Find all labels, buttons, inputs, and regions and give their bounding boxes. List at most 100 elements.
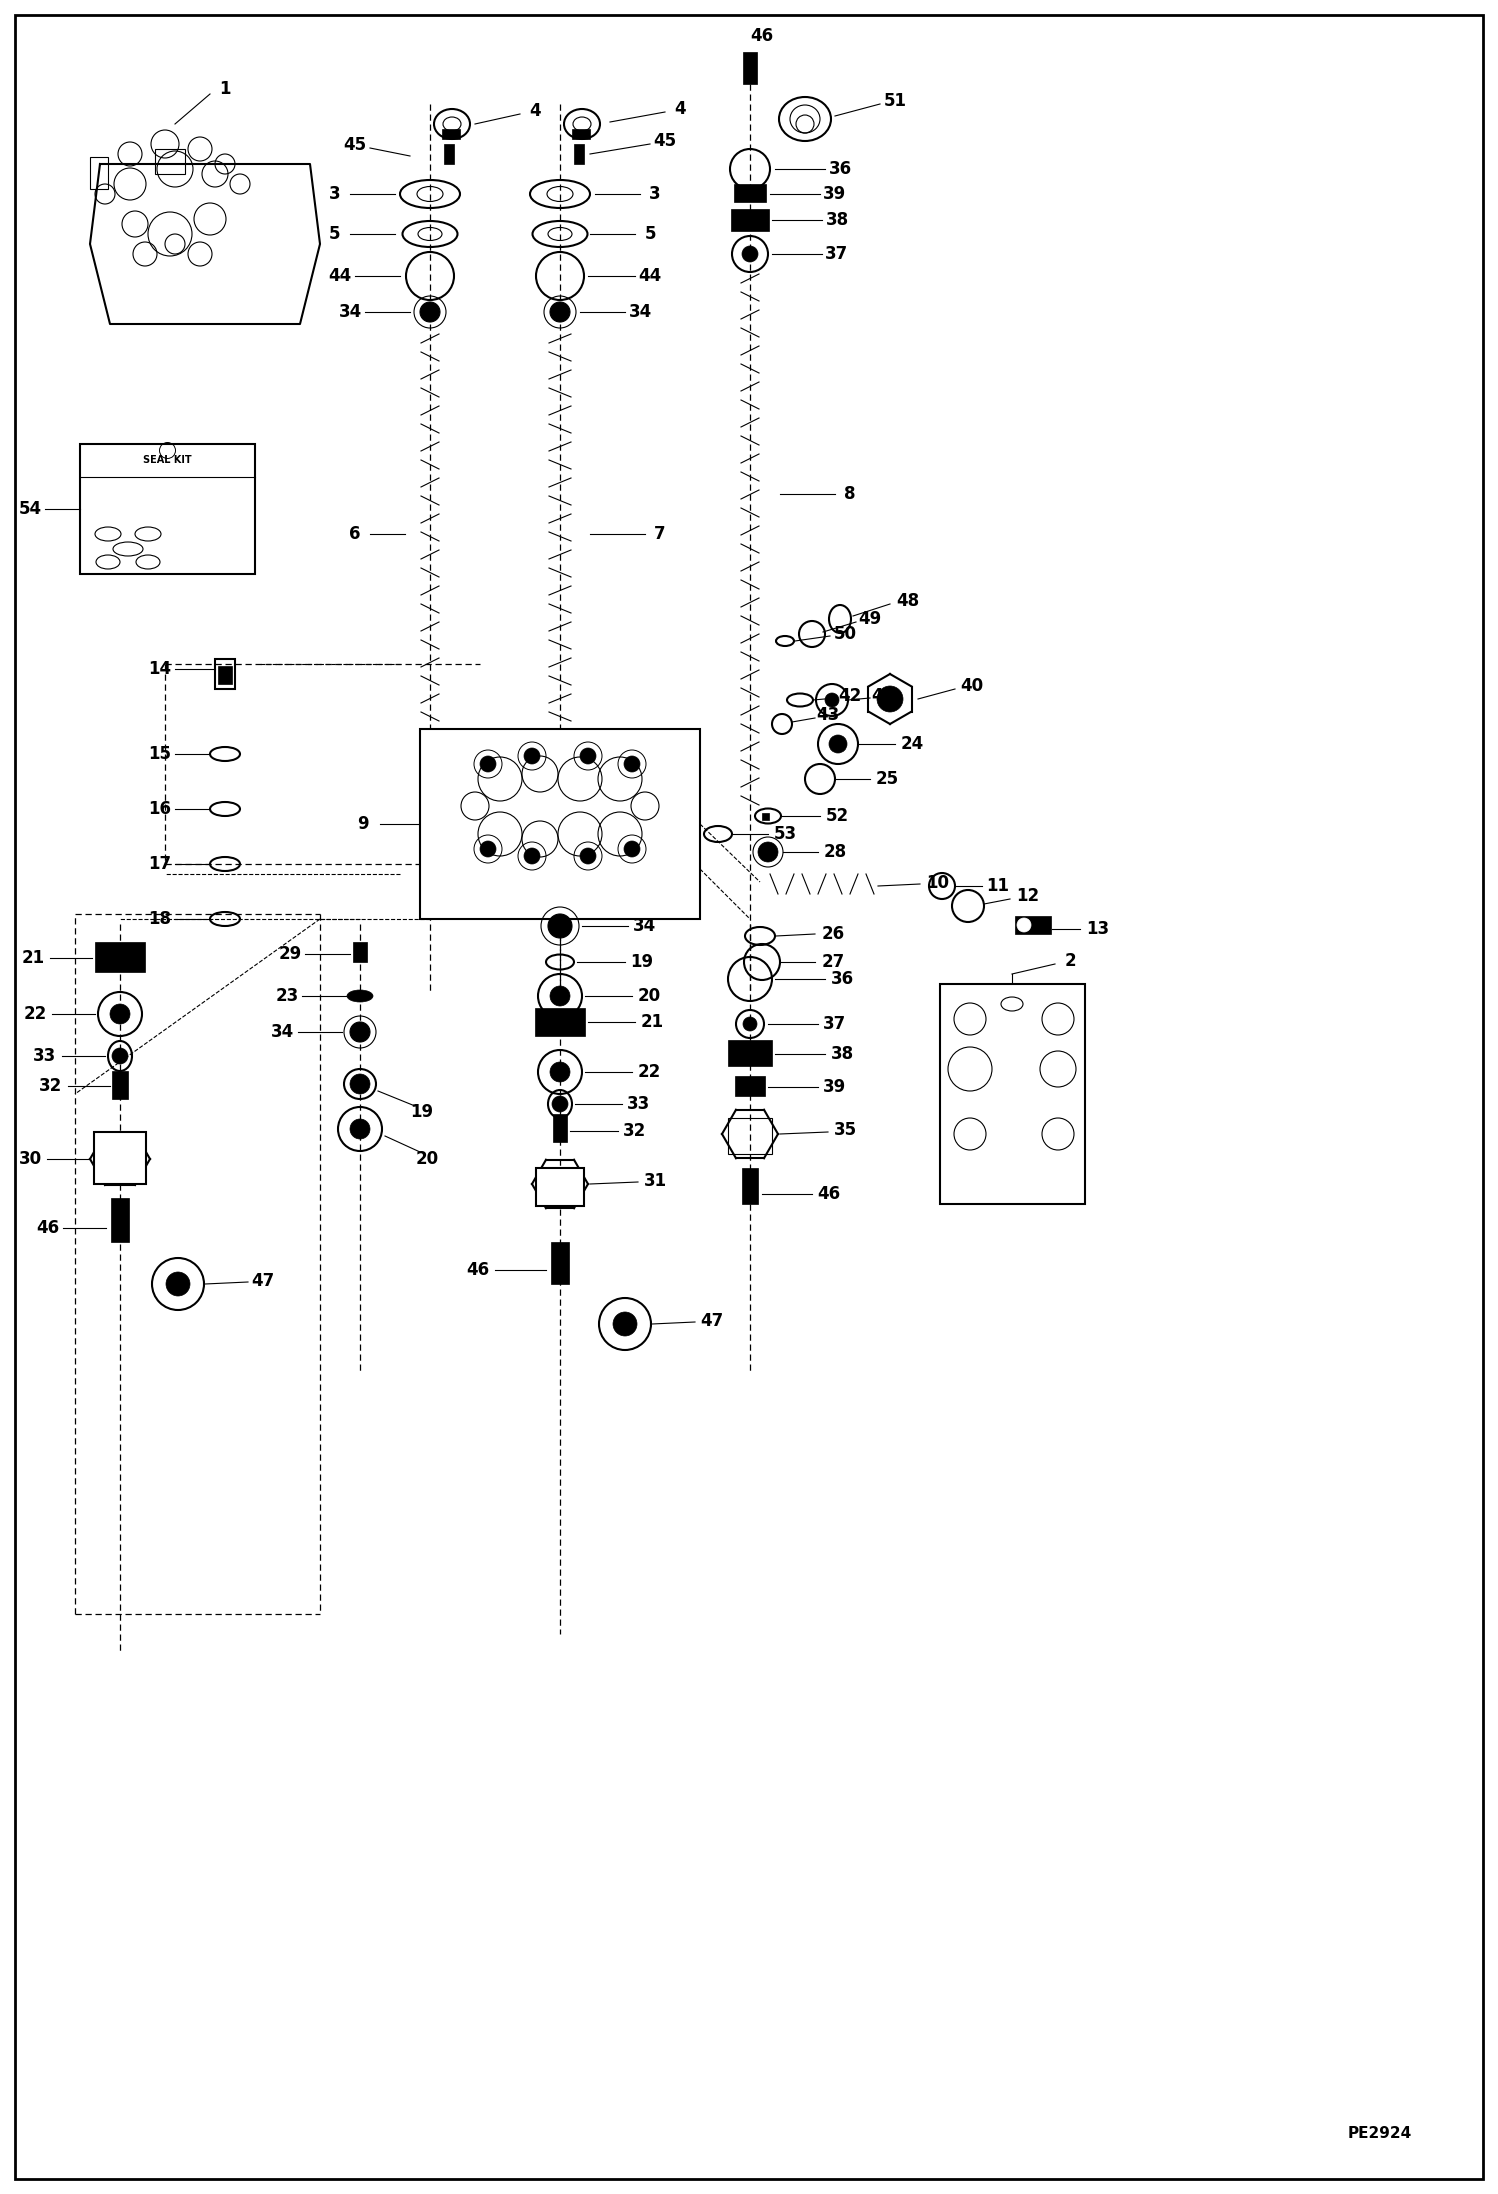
Text: SEAL KIT: SEAL KIT [144, 454, 192, 465]
Bar [536, 1167, 584, 1207]
Circle shape [625, 840, 640, 858]
Text: 46: 46 [818, 1185, 840, 1202]
Bar [742, 1167, 758, 1205]
Text: 34: 34 [271, 1022, 295, 1040]
Bar [941, 983, 1085, 1205]
Bar [443, 145, 454, 165]
Bar [94, 1132, 145, 1185]
Text: 7: 7 [655, 524, 665, 542]
Text: 38: 38 [830, 1044, 854, 1064]
Text: 31: 31 [644, 1172, 667, 1189]
Polygon shape [90, 165, 321, 325]
Text: 44: 44 [328, 268, 352, 285]
Text: 32: 32 [623, 1121, 647, 1141]
Text: 24: 24 [900, 735, 924, 753]
Bar [574, 145, 584, 165]
Text: 6: 6 [349, 524, 361, 542]
Bar [219, 667, 232, 685]
Text: 10: 10 [926, 873, 950, 893]
Text: 25: 25 [875, 770, 899, 788]
Text: 26: 26 [821, 926, 845, 943]
Bar [728, 1040, 771, 1066]
Circle shape [743, 1018, 756, 1031]
Text: 27: 27 [821, 952, 845, 972]
Bar [736, 1075, 765, 1097]
Bar [731, 208, 768, 230]
Circle shape [351, 1075, 370, 1095]
Bar [111, 1198, 129, 1242]
Bar [94, 941, 145, 972]
Bar [535, 1007, 586, 1036]
Circle shape [758, 842, 777, 862]
Bar [734, 184, 765, 202]
Circle shape [166, 1273, 190, 1297]
Text: 46: 46 [750, 26, 773, 46]
Circle shape [825, 693, 839, 706]
Text: 5: 5 [330, 226, 340, 244]
Text: 49: 49 [858, 610, 882, 627]
Text: 48: 48 [896, 592, 920, 610]
Circle shape [524, 748, 539, 764]
Circle shape [580, 748, 596, 764]
Bar [154, 149, 184, 173]
Circle shape [742, 246, 758, 261]
Text: PE2924: PE2924 [1348, 2126, 1413, 2141]
Circle shape [351, 1022, 370, 1042]
Text: 39: 39 [824, 1077, 846, 1097]
Text: 21: 21 [641, 1014, 664, 1031]
Circle shape [524, 849, 539, 864]
Bar [762, 814, 768, 821]
Circle shape [551, 1097, 568, 1112]
Text: 45: 45 [653, 132, 677, 149]
Text: 46: 46 [36, 1220, 60, 1237]
Text: 44: 44 [638, 268, 662, 285]
Circle shape [550, 303, 571, 323]
Text: 43: 43 [816, 706, 839, 724]
Circle shape [351, 1119, 370, 1139]
Text: 4: 4 [674, 101, 686, 118]
Circle shape [479, 840, 496, 858]
Text: 19: 19 [410, 1104, 433, 1121]
Bar [442, 129, 460, 138]
Text: 4: 4 [529, 101, 541, 121]
Text: 18: 18 [148, 911, 171, 928]
Text: 33: 33 [628, 1095, 650, 1112]
Circle shape [1017, 917, 1031, 932]
Bar [112, 1071, 127, 1099]
Text: 11: 11 [987, 878, 1010, 895]
Text: 41: 41 [872, 687, 894, 704]
Circle shape [876, 687, 903, 713]
Text: 12: 12 [1017, 886, 1040, 904]
Text: 5: 5 [644, 226, 656, 244]
Text: 1: 1 [219, 79, 231, 99]
Text: 40: 40 [960, 678, 984, 695]
Circle shape [109, 1005, 130, 1025]
Circle shape [828, 735, 846, 753]
Text: 8: 8 [845, 485, 855, 502]
Circle shape [625, 757, 640, 772]
Bar [1016, 917, 1052, 935]
Bar [572, 129, 590, 138]
Bar [728, 1119, 771, 1154]
Ellipse shape [348, 989, 373, 1003]
Text: 3: 3 [649, 184, 661, 204]
Text: 54: 54 [18, 500, 42, 518]
Bar [551, 1242, 569, 1283]
Text: 13: 13 [1086, 919, 1110, 939]
Circle shape [550, 1062, 571, 1082]
Bar [743, 53, 756, 83]
Text: 38: 38 [825, 211, 848, 228]
Text: 46: 46 [466, 1262, 490, 1279]
Text: 47: 47 [252, 1273, 274, 1290]
Text: 37: 37 [825, 246, 849, 263]
Text: 9: 9 [357, 814, 369, 834]
Text: 51: 51 [884, 92, 906, 110]
Text: 22: 22 [24, 1005, 46, 1022]
Text: 39: 39 [824, 184, 846, 204]
Text: 30: 30 [18, 1150, 42, 1167]
Text: 34: 34 [339, 303, 361, 320]
Circle shape [112, 1049, 127, 1064]
Bar [553, 1115, 568, 1143]
Text: 42: 42 [839, 687, 861, 704]
Circle shape [550, 985, 571, 1007]
